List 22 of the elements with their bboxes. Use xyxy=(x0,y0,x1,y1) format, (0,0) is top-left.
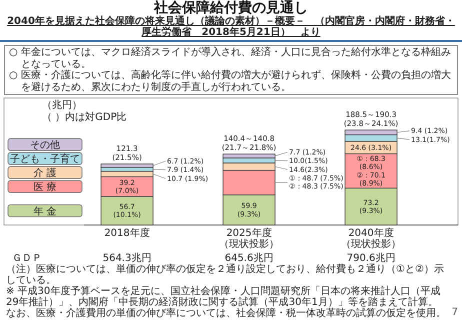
chart-subtitle: 2040年を見据えた社会保障の将来見通し（議論の素材）－概要－ （内閣官房・内閣府・財務省・厚生労働省 2018年5月21日） より xyxy=(0,16,462,42)
text: ○ 年金については、マクロ経済スライドが導入され、経済・人口に見合った給付水準となる枠組みとなっている。 xyxy=(9,47,452,70)
text: 年 金 xyxy=(33,205,57,218)
text: 介 護 xyxy=(33,167,57,180)
text: 子ども・子育て xyxy=(10,153,80,166)
text: 564.3兆円 xyxy=(102,252,152,264)
text: （ ）内は対GDP比 xyxy=(42,111,127,123)
x-tick-label: 2040年度（現状投影） xyxy=(341,227,402,250)
text: 医 療 xyxy=(33,181,57,194)
y-axis-title: （兆円） xyxy=(42,99,82,111)
text: ＧＤＰ xyxy=(12,253,42,264)
bar xyxy=(100,164,154,168)
text: ○ 医療・介護については、高齢化等に伴い給付費の増大が避けられず、保険料・公費の負担の増大を避けるため、累次にわたり制度の手直しが行われている。 xyxy=(9,70,452,93)
text: その他 xyxy=(30,139,60,152)
x-tick-label: 2025年度（現状投影） xyxy=(219,227,280,250)
text: （注）医療については、単価の伸び率の仮定を２通り設定しており、給付費も２通り（①と②）示している。 xyxy=(6,264,445,286)
text: 645.6兆円 xyxy=(224,252,274,264)
text: 7 xyxy=(452,307,458,318)
x-tick-label: 2018年度 xyxy=(104,227,150,239)
text: 790.6兆円 xyxy=(346,252,396,264)
text: ※ 平成30年度予算ベースを足元に、国立社会保障・人口問題研究所「日本の将来推計人口（平成29年推計）」、内閣府「中長期の経済財政に関する試算（平成30年1月）」等を踏まえて計算。なお、医療・介護費用の単価の伸び率については、社会保障・税一体改革時の試算の仮定を使用。 xyxy=(6,286,446,319)
chart-title: 社会保障給付費の見通し xyxy=(154,0,309,16)
